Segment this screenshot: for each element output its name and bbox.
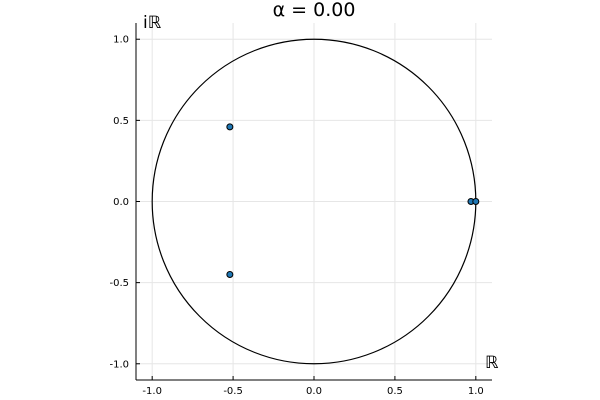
data-point — [472, 198, 480, 205]
x-tick-label: 0.0 — [306, 386, 322, 397]
x-tick-label: -1.0 — [142, 386, 162, 397]
x-tick-labels: -1.0 -0.5 0.0 0.5 1.0 — [142, 386, 483, 397]
grid-lines — [136, 23, 492, 380]
y-tick-labels: -1.0 -0.5 0.0 0.5 1.0 — [109, 35, 129, 371]
x-tick-label: 0.5 — [387, 386, 403, 397]
y-axis-label: iℝ — [143, 13, 162, 33]
y-tick-label: 0.0 — [113, 197, 129, 208]
y-tick-label: 0.5 — [113, 116, 129, 127]
x-axis-label: ℝ — [485, 353, 499, 373]
y-tick-label: -0.5 — [109, 278, 129, 289]
x-tick-label: 1.0 — [468, 386, 484, 397]
y-tick-label: -1.0 — [109, 359, 129, 370]
data-point — [226, 123, 234, 131]
y-tick-label: 1.0 — [113, 35, 129, 46]
data-points — [226, 123, 480, 279]
data-point — [226, 271, 234, 279]
x-tick-label: -0.5 — [223, 386, 243, 397]
chart-title: α = 0.00 — [273, 0, 356, 21]
axes — [135, 23, 492, 381]
